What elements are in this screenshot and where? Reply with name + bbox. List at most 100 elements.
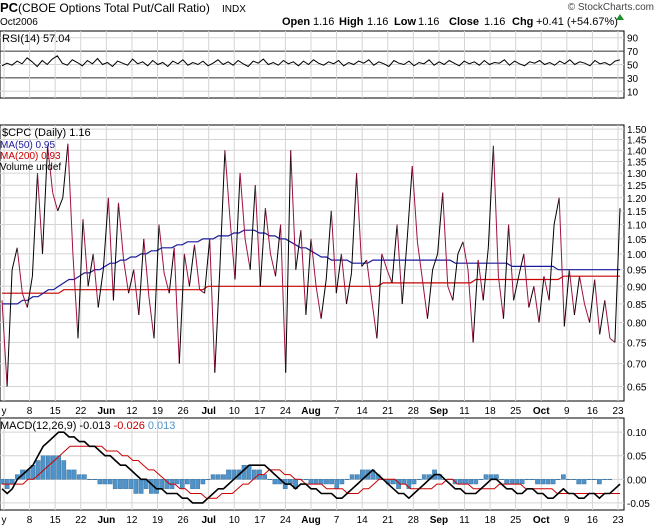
price-segment bbox=[497, 276, 504, 319]
price-tick-label: 1.10 bbox=[627, 221, 647, 232]
price-segment bbox=[366, 260, 373, 301]
price-segment bbox=[102, 197, 109, 270]
macd-histogram-bar bbox=[499, 479, 504, 480]
macd-histogram-bar bbox=[221, 474, 226, 480]
price-segment bbox=[295, 230, 302, 270]
macd-histogram-bar bbox=[550, 479, 556, 485]
macd-x-tick-label: 10 bbox=[229, 515, 241, 526]
macd-x-tick-label: Aug bbox=[301, 515, 320, 526]
price-tick-label: 0.80 bbox=[627, 319, 647, 330]
price-segment bbox=[563, 269, 570, 327]
macd-histogram-bar bbox=[519, 479, 525, 485]
symbol-label: PC bbox=[0, 0, 19, 15]
price-segment bbox=[112, 202, 119, 301]
macd-line bbox=[1, 431, 621, 504]
high-value: 1.16 bbox=[367, 16, 388, 28]
rsi-layer: 90 70 50 30 10 bbox=[0, 31, 639, 98]
price-segment bbox=[310, 238, 317, 287]
price-segment bbox=[37, 173, 43, 254]
price-segment bbox=[305, 238, 312, 315]
price-x-tick-label: 19 bbox=[152, 406, 164, 417]
price-segment bbox=[508, 224, 515, 301]
price-segment bbox=[224, 150, 231, 220]
macd-x-tick-label: Oct bbox=[533, 515, 550, 526]
macd-tick-label: -0.05 bbox=[627, 499, 650, 510]
watermark: © StockCharts.com bbox=[568, 2, 654, 13]
price-segment bbox=[320, 279, 327, 319]
price-x-tick-label: 18 bbox=[485, 406, 497, 417]
price-segment bbox=[340, 253, 347, 304]
price-segment bbox=[52, 192, 59, 212]
price-segment bbox=[42, 145, 49, 254]
macd-histogram-bar bbox=[545, 479, 551, 485]
price-segment bbox=[300, 230, 307, 315]
price-segment bbox=[492, 145, 499, 277]
macd-histogram-bar bbox=[349, 474, 355, 480]
rsi-tick-label: 50 bbox=[627, 61, 639, 72]
price-x-tick-label: 16 bbox=[587, 406, 599, 417]
macd-histogram-bar bbox=[51, 455, 56, 480]
low-value: 1.16 bbox=[418, 16, 439, 28]
macd-histogram-bar bbox=[313, 479, 319, 485]
up-arrow-icon bbox=[616, 14, 624, 20]
macd-panel bbox=[0, 417, 625, 511]
macd-histogram-bar bbox=[581, 479, 587, 485]
price-segment bbox=[503, 224, 510, 319]
price-segment bbox=[401, 238, 408, 304]
price-segment bbox=[482, 247, 489, 301]
exchange-label: INDX bbox=[222, 4, 246, 15]
macd-x-tick-label: 22 bbox=[75, 515, 87, 526]
macd-x-tick-label: 16 bbox=[587, 515, 599, 526]
macd-histogram-bar bbox=[0, 479, 5, 485]
price-segment bbox=[229, 218, 236, 280]
price-x-tick-label: 15 bbox=[50, 406, 62, 417]
macd-histogram-bar bbox=[329, 479, 334, 485]
price-tick-label: 1.50 bbox=[627, 125, 647, 136]
low-label: Low bbox=[394, 16, 416, 28]
price-layer: 1.501.451.401.351.301.25 1.20 1.15 1.10 1.05… bbox=[0, 125, 647, 401]
price-segment bbox=[437, 192, 444, 254]
price-x-tick-label: 14 bbox=[357, 406, 369, 417]
price-x-tick-label: 21 bbox=[382, 406, 394, 417]
rsi-tick-label: 90 bbox=[627, 34, 639, 45]
macd-histogram-bar bbox=[35, 460, 41, 480]
price-segment bbox=[523, 253, 530, 308]
price-segment bbox=[584, 303, 591, 323]
macd-histogram-bar bbox=[76, 474, 82, 480]
price-tick-label: 1.00 bbox=[627, 250, 647, 261]
macd-histogram-bar bbox=[267, 479, 273, 480]
macd-x-tick-label: 15 bbox=[50, 515, 62, 526]
macd-histogram-bar bbox=[107, 479, 113, 485]
price-tick-label: 0.95 bbox=[627, 266, 647, 277]
price-segment bbox=[168, 247, 175, 294]
price-segment bbox=[421, 279, 428, 319]
price-x-tick-label: 7 bbox=[334, 406, 340, 417]
rsi-title: RSI(14) 57.04 bbox=[2, 33, 70, 45]
chg-value: +0.41 (+54.67%) bbox=[536, 16, 618, 28]
price-segment bbox=[72, 253, 79, 339]
macd-histogram-bar bbox=[272, 479, 278, 485]
price-tick-label: 0.85 bbox=[627, 300, 647, 311]
price-segment bbox=[143, 238, 150, 297]
price-segment bbox=[285, 150, 292, 373]
rsi-tick-label: 10 bbox=[627, 87, 639, 98]
macd-histogram-bar bbox=[458, 479, 463, 485]
price-segment bbox=[356, 173, 363, 267]
macd-histogram-bar bbox=[102, 479, 108, 485]
price-segment bbox=[553, 197, 560, 225]
macd-histogram-bar bbox=[339, 479, 345, 485]
macd-histogram-bar bbox=[416, 479, 422, 480]
price-segment bbox=[244, 238, 251, 270]
price-tick-label: 1.25 bbox=[627, 181, 647, 192]
price-segment bbox=[346, 272, 352, 304]
macd-histogram-bar bbox=[597, 479, 602, 485]
price-segment bbox=[589, 279, 596, 323]
price-segment bbox=[467, 269, 474, 343]
macd-histogram-bar bbox=[571, 479, 577, 480]
price-segment bbox=[47, 145, 54, 193]
price-segment bbox=[92, 253, 99, 308]
price-segment bbox=[254, 185, 261, 287]
price-segment bbox=[573, 276, 580, 315]
price-x-tick-label: 26 bbox=[178, 406, 190, 417]
price-segment bbox=[290, 150, 297, 270]
